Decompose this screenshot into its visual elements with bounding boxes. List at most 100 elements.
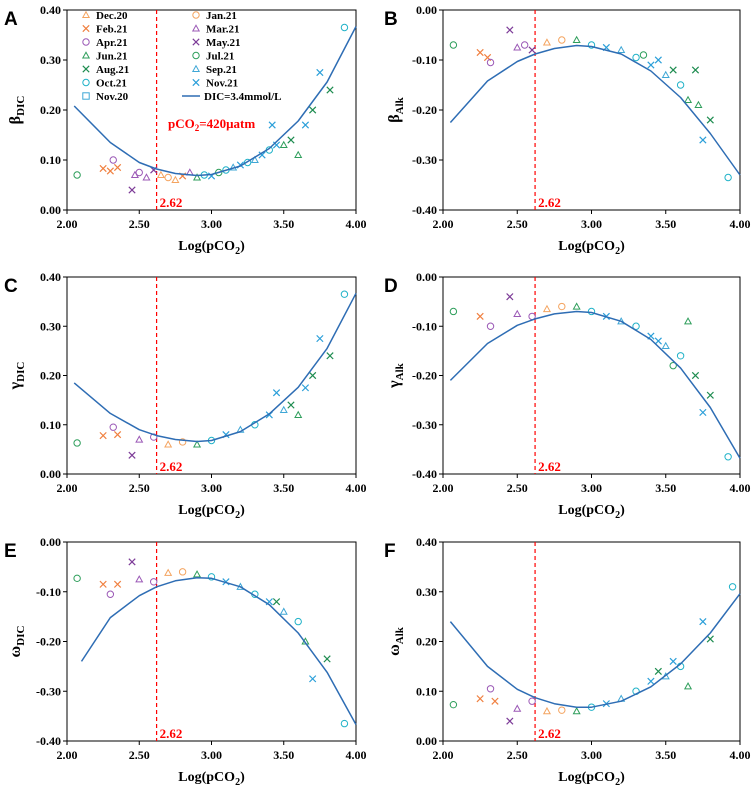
- x-tick-label: 3.00: [201, 217, 222, 231]
- legend-item: Aug.21: [82, 64, 129, 76]
- fit-curve: [73, 26, 357, 177]
- data-point: [528, 697, 536, 705]
- data-point: [135, 168, 143, 177]
- data-point: [106, 590, 115, 598]
- panel-letter: F: [384, 541, 396, 562]
- data-point: [142, 173, 151, 181]
- legend-item: Jun.21: [81, 51, 128, 63]
- data-point: [647, 61, 655, 69]
- data-point: [309, 675, 317, 683]
- data-point: [699, 617, 707, 626]
- x-tick-label: 3.50: [273, 481, 294, 495]
- x-axis-label: Log(pCO2): [558, 239, 625, 257]
- x-tick-label: 3.50: [655, 217, 676, 231]
- y-tick-label: 0.00: [416, 3, 437, 17]
- data-point: [506, 717, 514, 725]
- data-point: [243, 158, 252, 167]
- y-tick-label: 0.00: [416, 734, 437, 748]
- data-point: [340, 719, 349, 728]
- data-point: [491, 697, 499, 705]
- data-point: [99, 580, 107, 588]
- data-point: [486, 685, 495, 693]
- x-axis-label: Log(pCO2): [178, 239, 245, 257]
- reference-label: 2.62: [538, 726, 561, 741]
- panel-f: 2.00 2.50 3.00 3.50 4.00 0.00 0.10 0.20 0.30 0.40…: [384, 535, 751, 788]
- legend-marker: [82, 24, 90, 33]
- legend-label: May.21: [206, 37, 241, 49]
- data-point: [113, 580, 122, 588]
- data-point: [558, 302, 566, 311]
- y-tick-label: -0.10: [412, 53, 437, 67]
- data-point: [109, 156, 117, 164]
- legend-label: Nov.21: [206, 78, 238, 90]
- data-point: [647, 677, 655, 685]
- data-point: [476, 312, 484, 321]
- data-point: [207, 573, 216, 581]
- x-tick-label: 2.00: [57, 748, 78, 762]
- data-point: [128, 558, 136, 566]
- y-tick-label: -0.30: [412, 153, 437, 167]
- legend-item: Jul.21: [192, 51, 234, 63]
- data-point: [135, 575, 144, 583]
- x-tick-label: 2.00: [57, 217, 78, 231]
- fit-curve: [449, 44, 741, 176]
- legend-marker: [81, 51, 91, 59]
- legend-marker: [191, 24, 201, 32]
- legend-marker: [191, 64, 201, 73]
- y-tick-label: 0.30: [416, 585, 437, 599]
- panel-d: 2.00 2.50 3.00 3.50 4.00 -0.40 -0.30 -0.20 -0.10…: [384, 270, 751, 521]
- y-tick-label: 0.00: [416, 270, 437, 284]
- data-point: [193, 440, 202, 448]
- legend-item: Mar.21: [191, 24, 240, 36]
- data-point: [164, 440, 173, 448]
- data-point: [513, 309, 522, 317]
- data-point: [699, 136, 707, 144]
- data-point: [506, 26, 514, 34]
- x-axis-label: Log(pCO2): [558, 770, 625, 788]
- data-point: [486, 322, 495, 330]
- data-point: [193, 173, 202, 181]
- data-point: [520, 41, 529, 49]
- y-axis-label: ωAlk: [386, 626, 406, 656]
- data-point: [506, 293, 514, 301]
- data-point: [691, 371, 700, 380]
- fit-curve: [80, 577, 357, 725]
- fit-curve: [73, 292, 357, 443]
- data-point: [250, 155, 259, 164]
- data-point: [691, 66, 700, 74]
- y-tick-label: -0.40: [412, 203, 437, 217]
- data-point: [486, 58, 495, 67]
- legend-item: Feb.21: [82, 24, 127, 36]
- y-tick-label: -0.10: [36, 585, 61, 599]
- data-point: [706, 116, 714, 124]
- data-point: [316, 334, 324, 343]
- legend-label: Nov.20: [96, 91, 129, 103]
- legend-fit-label: DIC=3.4mmol/L: [204, 91, 281, 103]
- data-point: [654, 667, 662, 675]
- data-point: [294, 410, 303, 418]
- data-point: [476, 695, 484, 703]
- data-point: [301, 384, 310, 392]
- data-point: [683, 317, 693, 325]
- x-tick-label: 3.50: [273, 748, 294, 762]
- y-tick-label: 0.30: [40, 53, 61, 67]
- panel-letter: D: [384, 276, 398, 297]
- data-point: [113, 163, 122, 172]
- data-point: [654, 337, 662, 345]
- data-point: [513, 43, 522, 51]
- x-tick-label: 2.50: [507, 481, 528, 495]
- x-tick-label: 2.50: [507, 748, 528, 762]
- data-point: [587, 41, 596, 49]
- y-axis-label: γDIC: [7, 362, 27, 391]
- data-point: [164, 568, 173, 576]
- data-point: [340, 23, 349, 32]
- y-tick-label: 0.10: [40, 153, 61, 167]
- y-axis-label: ωDIC: [7, 626, 27, 658]
- data-point: [476, 48, 484, 57]
- panel-a: 2.00 2.50 3.00 3.50 4.00 0.00 0.10 0.20 0.30 0.40…: [4, 3, 367, 257]
- y-tick-label: -0.40: [412, 467, 437, 481]
- y-tick-label: -0.10: [412, 319, 437, 333]
- legend-marker: [82, 38, 90, 46]
- plot-frame: [66, 541, 357, 742]
- legend-marker: [192, 38, 200, 46]
